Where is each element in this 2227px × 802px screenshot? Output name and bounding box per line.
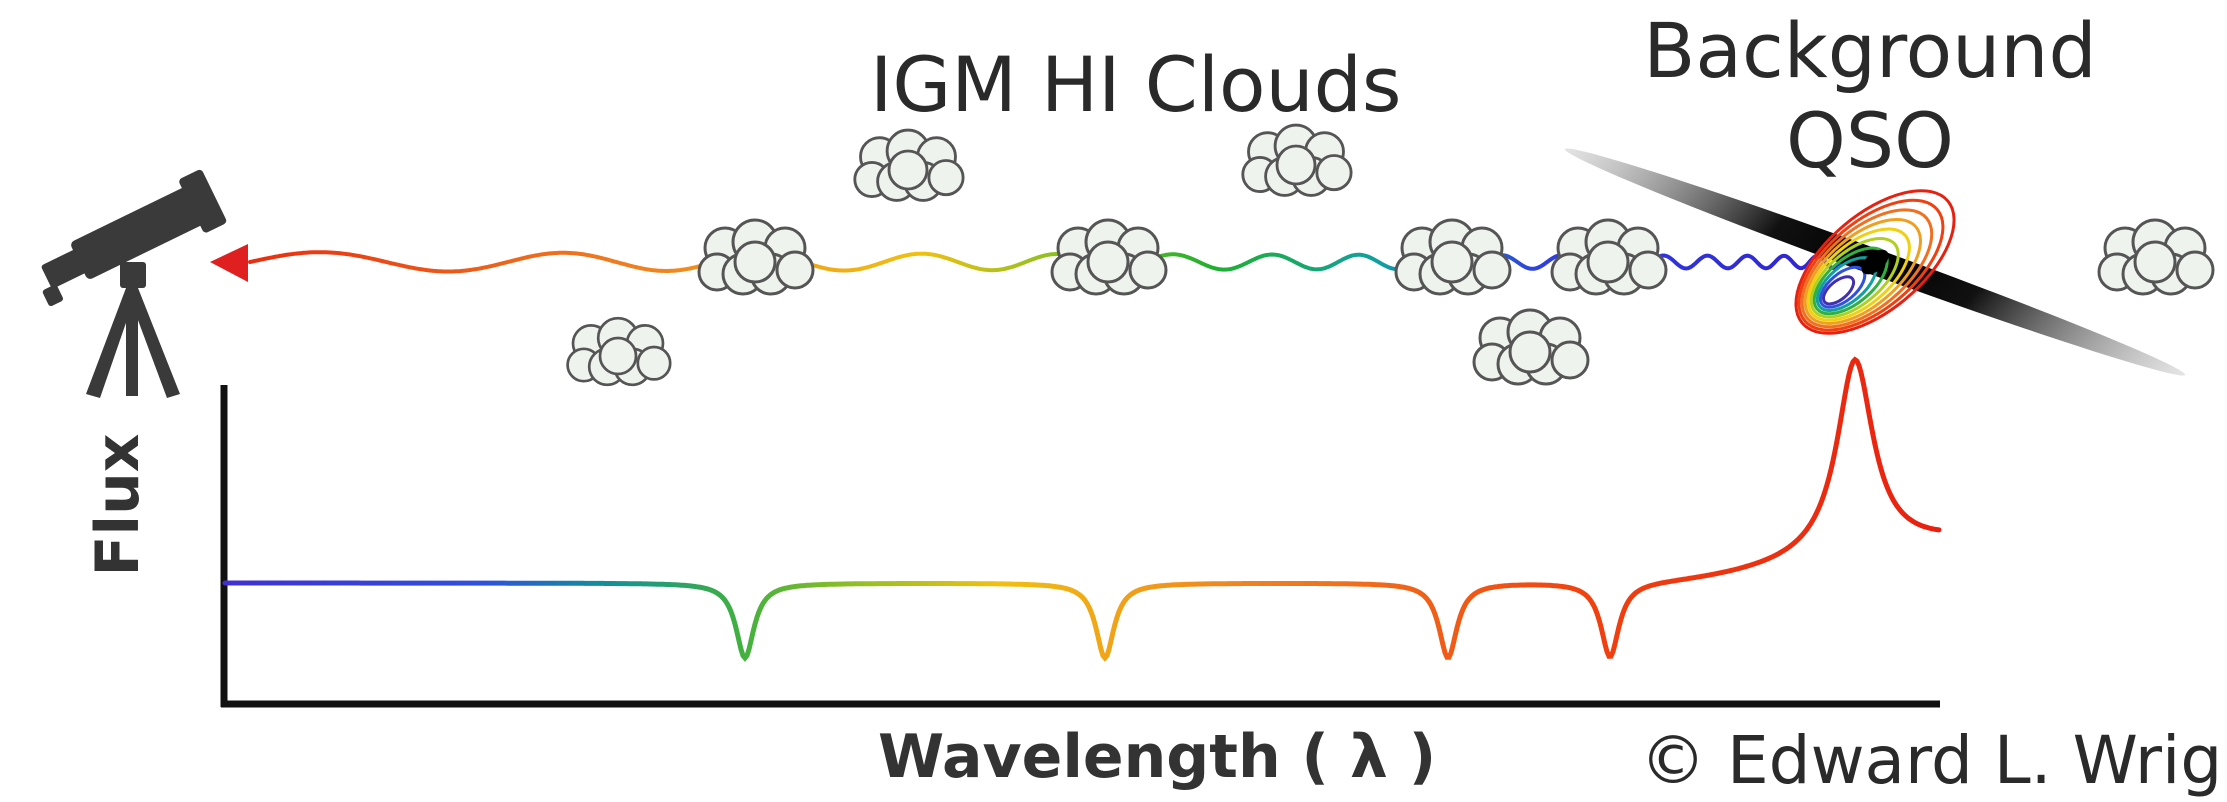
clouds-title: IGM HI Clouds (870, 40, 1402, 129)
telescope-icon (41, 169, 227, 398)
quasar-icon (1564, 148, 2186, 376)
qso-title: Background QSO (1625, 6, 2115, 186)
qso-disk-ring (1809, 237, 1900, 319)
y-axis-label: Flux (83, 433, 153, 577)
cloud-icon (1550, 218, 1668, 296)
cloud-icon (1050, 218, 1168, 296)
qso-disk-ring (1822, 275, 1856, 306)
cloud-icon (1241, 123, 1353, 197)
cloud-icon (1472, 308, 1590, 386)
qso-disk-ring (1806, 227, 1911, 322)
cloud-icon (697, 218, 815, 296)
qso-disk-ring (1800, 208, 1934, 329)
qso-disk-ring (1794, 189, 1956, 335)
qso-disk-ring (1797, 198, 1945, 332)
cloud-icon (1394, 218, 1512, 296)
cloud-icon (2097, 218, 2215, 296)
spectrum-curve (222, 356, 1942, 662)
arrow-head-icon (210, 244, 248, 282)
cloud-icon (853, 128, 965, 202)
x-axis-label: Wavelength ( λ ) (878, 722, 1437, 792)
qso-title-line1: Background (1643, 6, 2097, 95)
qso-disk-ring (1803, 217, 1923, 325)
cloud-icon (566, 316, 672, 387)
qso-title-line2: QSO (1786, 96, 1954, 185)
credit-text: © Edward L. Wright (1640, 722, 2227, 799)
